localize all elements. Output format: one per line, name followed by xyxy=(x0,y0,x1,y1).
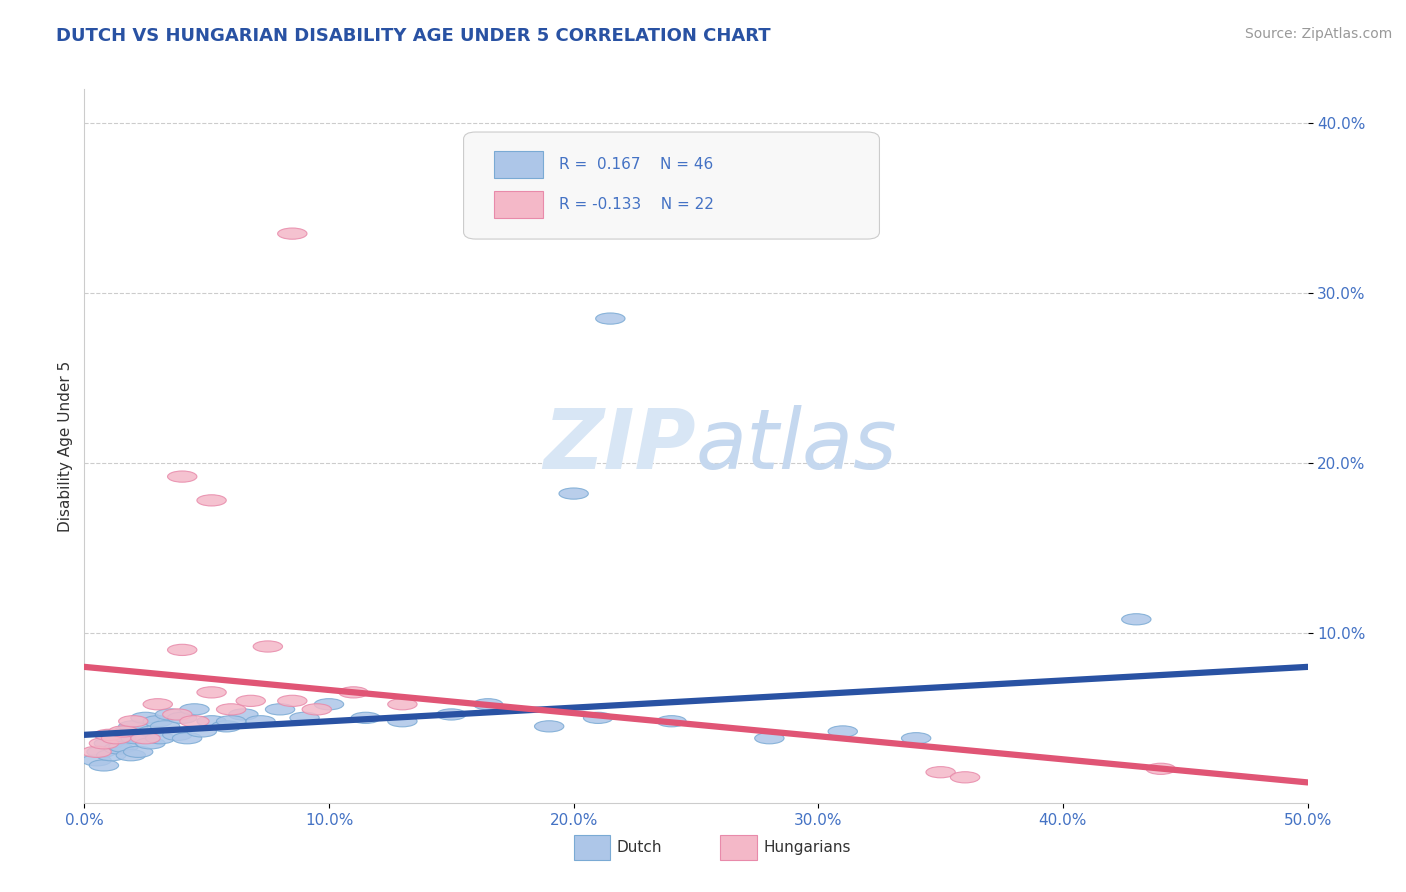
Ellipse shape xyxy=(217,704,246,715)
Ellipse shape xyxy=(94,738,124,749)
Ellipse shape xyxy=(104,743,134,754)
Ellipse shape xyxy=(82,747,111,757)
Ellipse shape xyxy=(131,732,160,744)
Ellipse shape xyxy=(388,698,418,710)
Ellipse shape xyxy=(155,709,184,720)
Ellipse shape xyxy=(277,695,307,706)
Ellipse shape xyxy=(583,712,613,723)
Ellipse shape xyxy=(108,741,138,752)
Ellipse shape xyxy=(163,730,193,740)
Ellipse shape xyxy=(143,715,173,727)
Text: Dutch: Dutch xyxy=(616,840,662,855)
Ellipse shape xyxy=(217,715,246,727)
Ellipse shape xyxy=(97,749,127,761)
Ellipse shape xyxy=(901,732,931,744)
Ellipse shape xyxy=(121,732,150,744)
Ellipse shape xyxy=(173,732,202,744)
Ellipse shape xyxy=(315,698,343,710)
Ellipse shape xyxy=(187,726,217,737)
Text: ZIP: ZIP xyxy=(543,406,696,486)
Ellipse shape xyxy=(108,726,138,737)
Ellipse shape xyxy=(167,712,197,723)
Ellipse shape xyxy=(94,730,124,740)
Ellipse shape xyxy=(755,732,785,744)
Ellipse shape xyxy=(560,488,588,500)
Ellipse shape xyxy=(246,715,276,727)
Ellipse shape xyxy=(114,726,143,737)
Ellipse shape xyxy=(211,721,240,732)
Ellipse shape xyxy=(1146,764,1175,774)
Ellipse shape xyxy=(98,730,128,740)
FancyBboxPatch shape xyxy=(574,835,610,860)
Ellipse shape xyxy=(180,715,209,727)
Ellipse shape xyxy=(124,747,153,757)
Ellipse shape xyxy=(437,709,465,720)
Ellipse shape xyxy=(118,715,148,727)
FancyBboxPatch shape xyxy=(494,152,543,178)
Ellipse shape xyxy=(82,755,111,766)
Ellipse shape xyxy=(167,644,197,656)
Ellipse shape xyxy=(180,704,209,715)
Ellipse shape xyxy=(290,712,319,723)
Text: Hungarians: Hungarians xyxy=(763,840,851,855)
Ellipse shape xyxy=(1122,614,1152,625)
Ellipse shape xyxy=(138,726,167,737)
FancyBboxPatch shape xyxy=(494,191,543,218)
Ellipse shape xyxy=(197,687,226,698)
Ellipse shape xyxy=(950,772,980,783)
Ellipse shape xyxy=(352,712,381,723)
Ellipse shape xyxy=(118,721,148,732)
Ellipse shape xyxy=(534,721,564,732)
Ellipse shape xyxy=(89,760,118,771)
Ellipse shape xyxy=(143,698,173,710)
Ellipse shape xyxy=(146,732,174,744)
Ellipse shape xyxy=(828,726,858,737)
Ellipse shape xyxy=(131,712,160,723)
Ellipse shape xyxy=(136,738,165,749)
FancyBboxPatch shape xyxy=(464,132,880,239)
Text: DUTCH VS HUNGARIAN DISABILITY AGE UNDER 5 CORRELATION CHART: DUTCH VS HUNGARIAN DISABILITY AGE UNDER … xyxy=(56,27,770,45)
Text: Source: ZipAtlas.com: Source: ZipAtlas.com xyxy=(1244,27,1392,41)
Ellipse shape xyxy=(277,228,307,239)
Ellipse shape xyxy=(163,709,193,720)
Ellipse shape xyxy=(339,687,368,698)
Ellipse shape xyxy=(302,704,332,715)
Ellipse shape xyxy=(229,709,259,720)
Y-axis label: Disability Age Under 5: Disability Age Under 5 xyxy=(58,360,73,532)
Ellipse shape xyxy=(89,738,118,749)
Ellipse shape xyxy=(596,313,626,324)
Ellipse shape xyxy=(388,715,418,727)
Text: R = -0.133    N = 22: R = -0.133 N = 22 xyxy=(560,196,714,211)
Ellipse shape xyxy=(150,721,180,732)
Ellipse shape xyxy=(927,766,955,778)
Ellipse shape xyxy=(253,640,283,652)
Ellipse shape xyxy=(236,695,266,706)
Ellipse shape xyxy=(117,749,146,761)
Ellipse shape xyxy=(657,715,686,727)
Text: R =  0.167    N = 46: R = 0.167 N = 46 xyxy=(560,157,713,172)
Ellipse shape xyxy=(474,698,503,710)
Ellipse shape xyxy=(197,495,226,506)
Ellipse shape xyxy=(266,704,295,715)
Ellipse shape xyxy=(101,732,131,744)
Text: atlas: atlas xyxy=(696,406,897,486)
FancyBboxPatch shape xyxy=(720,835,758,860)
Ellipse shape xyxy=(87,747,117,757)
Ellipse shape xyxy=(107,732,136,744)
Ellipse shape xyxy=(167,471,197,483)
Ellipse shape xyxy=(197,715,226,727)
